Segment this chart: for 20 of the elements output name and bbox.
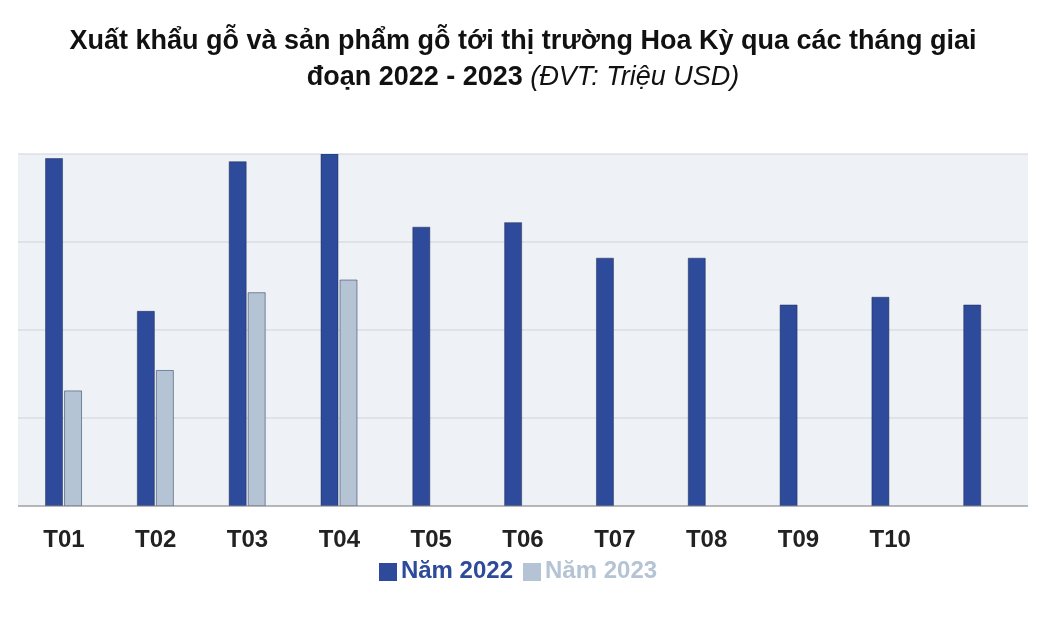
x-tick-label: T10 <box>869 525 911 553</box>
x-tick-label: T07 <box>594 525 636 553</box>
x-tick-label: T03 <box>226 525 269 553</box>
bar <box>779 304 798 506</box>
x-tick-label: T05 <box>410 525 452 553</box>
x-tick-label: T02 <box>135 525 177 553</box>
bar <box>871 297 890 506</box>
x-tick-label: T09 <box>777 525 820 553</box>
x-tick-label: T04 <box>318 525 361 553</box>
bar <box>596 257 614 506</box>
bar <box>504 222 522 506</box>
x-tick-label: T06 <box>502 525 544 553</box>
x-tick-label: T08 <box>685 525 728 553</box>
legend-label: Năm 2022 <box>400 556 513 583</box>
bar <box>963 304 981 506</box>
bar <box>688 257 706 506</box>
chart-subtitle: (ĐVT: Triệu USD) <box>530 61 740 91</box>
x-tick-label: T01 <box>43 525 85 553</box>
legend-label: Năm 2023 <box>545 556 658 583</box>
bar <box>412 226 431 506</box>
